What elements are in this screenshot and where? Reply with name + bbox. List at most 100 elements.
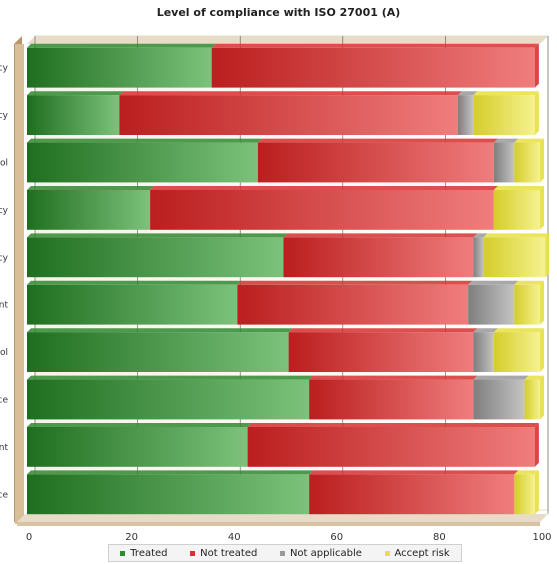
bar-top-face [257,138,498,143]
x-tick-label: 20 [125,532,138,543]
bar-side-face [540,328,544,373]
bar-top-face [27,233,288,238]
legend-label: Not treated [200,547,258,559]
legend-swatch [384,550,390,556]
y-tick-label: ol [0,159,8,169]
legend-swatch [279,550,285,556]
y-tick-label: cy [0,253,9,263]
bar-side-face [540,185,544,230]
bar-segment [237,284,469,325]
bar-top-face [309,375,478,380]
bar-top-face [468,280,519,285]
y-tick-label: nt [0,301,8,311]
bar-segment [493,332,540,373]
chart-title: Level of compliance with ISO 27001 (A) [156,6,401,19]
bar-top-face [514,138,544,143]
bar-top-face [473,375,529,380]
bar-side-face [534,43,539,88]
bar-top-face [493,185,544,190]
legend: Treated Not treated Not applicable Accept r… [108,544,462,562]
legend-item: Not treated [190,548,257,559]
bar-segment [27,95,120,136]
bar-segment [514,142,540,183]
bar-segment [524,379,540,420]
y-tick-label: cy [0,206,9,216]
bar-segment [457,95,474,136]
bar-segment [27,284,238,325]
bar-segment [473,237,484,278]
top-wall [27,36,548,44]
bar-segment [27,47,212,88]
legend-swatch [120,550,126,556]
bars [27,43,550,515]
bar-segment [27,237,284,278]
bar-segment [468,284,515,325]
bar-side-face [534,91,539,136]
bar-top-face [27,43,216,48]
bar-segment [309,474,515,515]
legend-label: Accept risk [394,547,450,559]
axes: 0 20 40 60 80 100 cy cy ol cy cy nt ol ce nt ce [0,64,552,543]
bar-segment [283,237,474,278]
bar-top-face [247,422,539,427]
bar-side-face [540,375,544,420]
x-tick-label: 80 [433,532,446,543]
bar-top-face [27,138,262,143]
bar-top-face [119,91,462,96]
bar-side-face [540,280,544,325]
bar-segment [27,379,310,420]
bar-segment [150,189,494,230]
y-tick-label: nt [0,443,8,453]
bar-segment [473,332,494,373]
bar-top-face [493,138,519,143]
bar-segment [27,474,310,515]
bar-segment [257,142,494,183]
bar-top-face [27,91,124,96]
y-tick-label: ol [0,348,8,358]
bar-top-face [283,233,478,238]
bar-segment [309,379,474,420]
bar-top-face [211,43,539,48]
bar-segment [483,237,546,278]
legend-item: Not applicable [279,548,362,559]
x-tick-label: 100 [532,532,551,543]
legend-label: Treated [130,547,168,559]
bar-top-face [493,328,544,333]
bar-top-face [27,422,252,427]
x-tick-label: 60 [330,532,343,543]
y-tick-label: ce [0,396,8,406]
legend-item: Treated [120,547,168,559]
bar-top-face [150,185,498,190]
bar-segment [119,95,458,136]
bar-side-face [540,138,544,183]
bar-top-face [27,280,242,285]
bar-side-face [534,470,539,515]
bar-segment [473,95,535,136]
floor [17,514,548,522]
bar-top-face [237,280,473,285]
x-tick-label: 0 [26,532,32,543]
y-tick-label: cy [0,111,9,121]
y-tick-label: cy [0,64,9,74]
bar-top-face [473,233,488,238]
bar-top-face [27,328,293,333]
bar-top-face [483,233,550,238]
bar-top-face [524,375,544,380]
bar-segment [288,332,474,373]
y-tick-label: ce [0,490,8,500]
bar-top-face [457,91,478,96]
bar-segment [514,474,535,515]
bar-segment [493,189,540,230]
bar-top-face [514,280,544,285]
bar-top-face [288,328,478,333]
bar-top-face [27,185,155,190]
bar-segment [473,379,525,420]
bar-top-face [473,91,539,96]
bar-side-face [534,422,539,467]
bar-top-face [309,470,519,475]
left-wall [15,44,24,524]
bar-segment [514,284,540,325]
bar-segment [211,47,535,88]
bar-top-face [473,328,498,333]
